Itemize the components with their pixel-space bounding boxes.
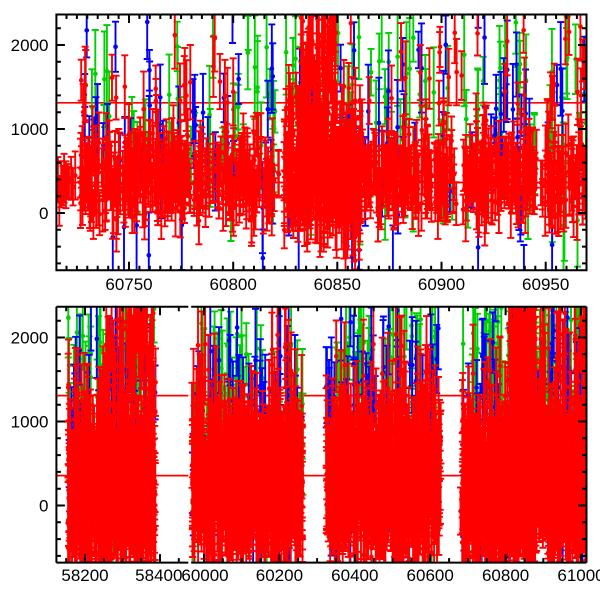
svg-text:0: 0 — [39, 497, 48, 516]
svg-text:60900: 60900 — [418, 275, 465, 294]
svg-text:60750: 60750 — [105, 275, 152, 294]
svg-text:60800: 60800 — [210, 275, 257, 294]
svg-text:60800: 60800 — [482, 566, 529, 585]
svg-text:60000: 60000 — [181, 566, 228, 585]
svg-text:1000: 1000 — [11, 413, 49, 432]
svg-text:2000: 2000 — [11, 36, 49, 55]
svg-text:61000: 61000 — [557, 566, 600, 585]
svg-text:60950: 60950 — [522, 275, 569, 294]
svg-text:60400: 60400 — [331, 566, 378, 585]
svg-text:1000: 1000 — [11, 120, 49, 139]
svg-text:60200: 60200 — [256, 566, 303, 585]
svg-text:58200: 58200 — [61, 566, 108, 585]
svg-text:60600: 60600 — [407, 566, 454, 585]
svg-text:58400: 58400 — [135, 566, 182, 585]
svg-text:0: 0 — [39, 204, 48, 223]
svg-text:60850: 60850 — [314, 275, 361, 294]
svg-text:2000: 2000 — [11, 329, 49, 348]
